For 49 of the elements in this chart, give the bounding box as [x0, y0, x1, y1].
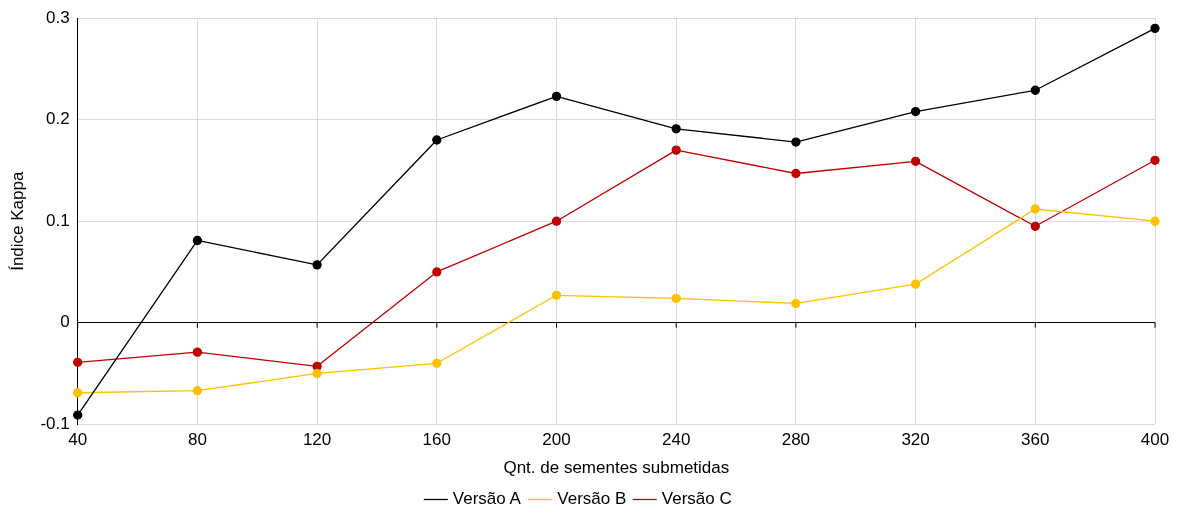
legend-label: Versão B — [557, 489, 627, 509]
y-tick-label: 0 — [60, 312, 70, 332]
point — [192, 347, 203, 357]
point — [192, 235, 203, 246]
x-tick-label: 240 — [662, 430, 691, 450]
point — [791, 168, 801, 179]
x-tick-label: 360 — [1021, 430, 1050, 450]
point — [73, 357, 83, 367]
point — [1150, 155, 1160, 165]
point — [1030, 221, 1040, 231]
point — [551, 290, 562, 300]
point — [910, 279, 921, 289]
point — [192, 386, 203, 396]
point — [671, 124, 681, 134]
x-tick-label: 160 — [422, 430, 451, 450]
y-tick-label: 0.3 — [46, 7, 70, 27]
point — [551, 216, 562, 226]
point — [791, 137, 801, 147]
x-tick-label: 200 — [542, 430, 571, 450]
point — [671, 145, 681, 155]
legend-label: Versão A — [452, 489, 522, 509]
y-tick-label: -0.1 — [40, 413, 70, 433]
point — [1150, 216, 1160, 226]
x-tick-label: 80 — [187, 430, 207, 450]
legend-label: Versão C — [661, 489, 732, 509]
point — [432, 358, 442, 368]
x-tick-label: 280 — [781, 430, 811, 450]
point — [73, 388, 83, 398]
x-tick-label: 120 — [302, 430, 332, 450]
point — [432, 267, 442, 277]
point — [1030, 85, 1040, 95]
point — [910, 156, 921, 166]
point — [551, 91, 562, 102]
y-axis-title: Índice Kappa — [7, 171, 27, 271]
x-tick-label: 400 — [1140, 430, 1170, 450]
point — [1150, 23, 1160, 33]
point — [791, 298, 801, 309]
x-axis-title: Qnt. de sementes submetidas — [503, 458, 730, 478]
y-tick-label: 0.2 — [46, 109, 70, 129]
y-tick-label: 0.1 — [46, 210, 70, 230]
point — [910, 106, 921, 117]
point — [432, 135, 442, 145]
point — [312, 368, 322, 379]
point — [1030, 204, 1040, 214]
x-tick-label: 40 — [68, 430, 88, 450]
point — [671, 293, 681, 303]
point — [312, 260, 322, 270]
x-tick-label: 320 — [901, 430, 930, 450]
point — [73, 410, 83, 420]
